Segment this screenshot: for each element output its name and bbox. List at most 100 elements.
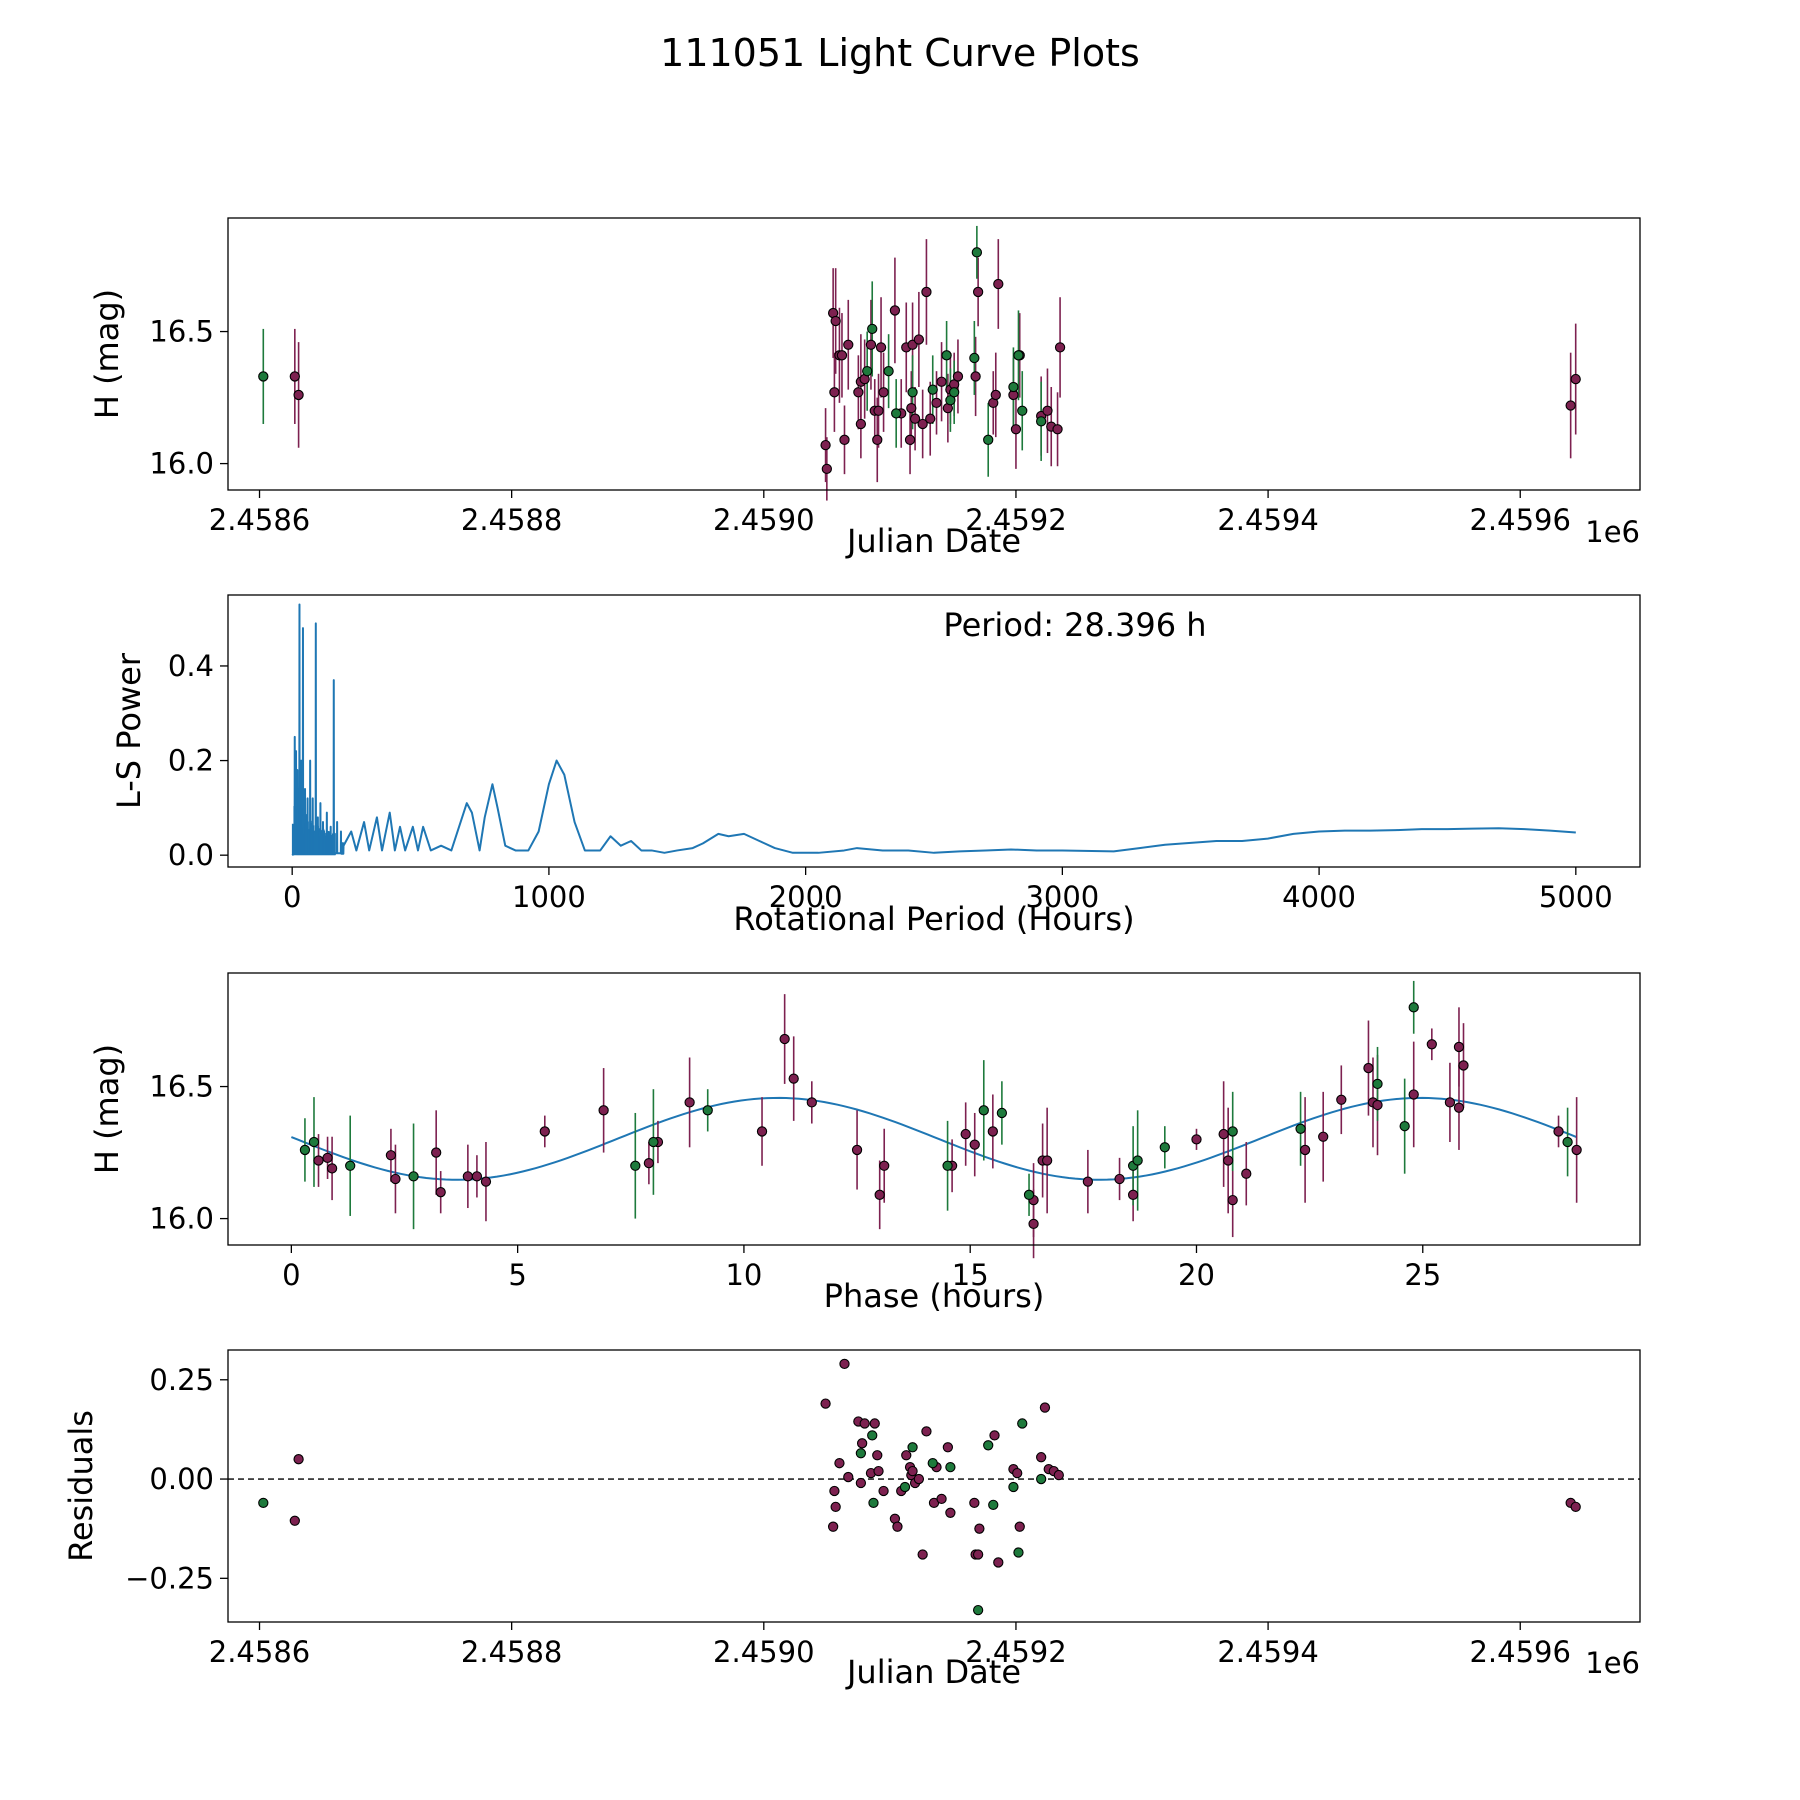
data-point-purple xyxy=(326,1163,338,1174)
data-point-purple xyxy=(872,434,883,445)
data-point-green xyxy=(983,1440,994,1451)
data-point-green xyxy=(867,1430,878,1441)
data-point-purple xyxy=(598,1105,609,1116)
data-point-purple xyxy=(806,1097,817,1108)
data-point-purple xyxy=(1570,1501,1581,1512)
data-point-purple xyxy=(293,389,304,401)
y-tick-label: 0.25 xyxy=(149,1363,214,1397)
data-point-purple xyxy=(843,339,854,350)
data-point-purple xyxy=(1444,1097,1456,1108)
data-point-purple xyxy=(936,376,947,387)
y-tick-label: 16.0 xyxy=(149,447,214,481)
data-point-green xyxy=(988,1499,999,1511)
data-point-purple xyxy=(907,1465,918,1477)
plot-frame xyxy=(227,972,1641,1246)
x-tick-label: 2.4594 xyxy=(1217,1635,1318,1669)
data-point-purple xyxy=(855,418,867,430)
data-point-purple xyxy=(1458,1060,1469,1071)
data-point-green xyxy=(969,352,980,364)
data-point-green xyxy=(927,384,938,395)
data-point-purple xyxy=(913,1473,925,1485)
data-point-green xyxy=(971,247,983,258)
y-axis-label: Residuals xyxy=(62,1410,100,1562)
y-tick-label: 16.0 xyxy=(149,1202,214,1236)
data-point-purple xyxy=(989,1430,1000,1441)
data-point-green xyxy=(630,1160,641,1171)
data-point-purple xyxy=(1028,1218,1039,1230)
data-point-purple xyxy=(878,1485,889,1497)
data-point-green xyxy=(308,1136,320,1148)
data-point-purple xyxy=(293,1454,304,1465)
x-tick-label: 3000 xyxy=(1025,880,1099,914)
data-point-green xyxy=(1372,1078,1383,1090)
x-tick-label: 5000 xyxy=(1539,880,1613,914)
data-point-purple xyxy=(830,315,841,327)
data-point-green xyxy=(1017,1418,1028,1429)
y-axis-label: H (mag) xyxy=(88,289,126,419)
data-point-purple xyxy=(942,1442,954,1453)
data-point-purple xyxy=(1042,405,1053,416)
data-point-purple xyxy=(756,1126,768,1137)
data-point-purple xyxy=(889,305,901,316)
data-point-purple xyxy=(856,1438,868,1449)
data-point-green xyxy=(942,1160,953,1171)
data-point-purple xyxy=(1565,400,1576,411)
plot-frame xyxy=(227,594,1641,868)
data-point-purple xyxy=(539,1126,550,1137)
x-axis-label: Phase (hours) xyxy=(824,1277,1045,1315)
data-point-purple xyxy=(1191,1134,1202,1145)
x-tick-label: 2.4590 xyxy=(713,503,814,537)
data-point-purple xyxy=(931,397,942,409)
data-point-purple xyxy=(853,387,864,398)
data-point-purple xyxy=(892,1521,903,1532)
data-point-purple xyxy=(829,1485,840,1497)
data-point-green xyxy=(1008,381,1019,393)
data-point-purple xyxy=(969,1497,980,1509)
x-tick-label: 2.4594 xyxy=(1217,503,1318,537)
data-point-green xyxy=(1008,1481,1019,1493)
x-tick-label: 2.4590 xyxy=(713,1635,814,1669)
data-point-purple xyxy=(1453,1041,1465,1053)
data-point-purple xyxy=(1036,1452,1047,1463)
data-point-purple xyxy=(1372,1099,1383,1111)
data-point-purple xyxy=(390,1173,401,1185)
data-point-purple xyxy=(830,1501,841,1512)
x-tick-label: 5 xyxy=(508,1258,526,1292)
data-point-green xyxy=(1013,350,1024,361)
x-tick-label: 1000 xyxy=(512,880,586,914)
data-point-green xyxy=(983,434,994,445)
x-tick-label: 2.4586 xyxy=(209,1635,310,1669)
data-point-purple xyxy=(839,1358,850,1370)
data-point-purple xyxy=(952,371,964,382)
data-point-purple xyxy=(431,1147,442,1158)
data-point-purple xyxy=(1053,1469,1064,1481)
data-point-purple xyxy=(921,286,932,298)
data-point-purple xyxy=(827,1521,839,1532)
x-tick-label: 0 xyxy=(283,880,301,914)
data-point-purple xyxy=(1012,1467,1023,1479)
data-point-green xyxy=(867,323,878,335)
x-tick-label: 2000 xyxy=(769,880,843,914)
data-point-purple xyxy=(872,1450,883,1461)
data-point-purple xyxy=(821,463,832,475)
data-point-green xyxy=(899,1481,911,1493)
data-point-purple xyxy=(972,1549,984,1560)
data-point-green xyxy=(862,366,873,377)
plot-frame xyxy=(227,1349,1641,1623)
data-point-purple xyxy=(993,278,1004,290)
data-point-purple xyxy=(909,413,921,424)
y-tick-label: 0.2 xyxy=(168,744,214,778)
data-point-purple xyxy=(960,1128,971,1140)
data-point-purple xyxy=(925,413,936,424)
data-point-purple xyxy=(974,1523,985,1534)
model-fit-curve xyxy=(290,1096,1577,1181)
data-point-purple xyxy=(875,342,887,353)
phase-folded-panel: 0 5 10 15 20 25 16.0 16.5 Phase (hours) H (mag) xyxy=(88,972,1641,1315)
data-point-purple xyxy=(869,1418,880,1429)
data-point-green xyxy=(1399,1121,1410,1132)
x-tick-label: 4000 xyxy=(1282,880,1356,914)
data-point-purple xyxy=(904,434,916,445)
data-point-purple xyxy=(1114,1173,1125,1185)
data-point-purple xyxy=(1570,373,1581,385)
